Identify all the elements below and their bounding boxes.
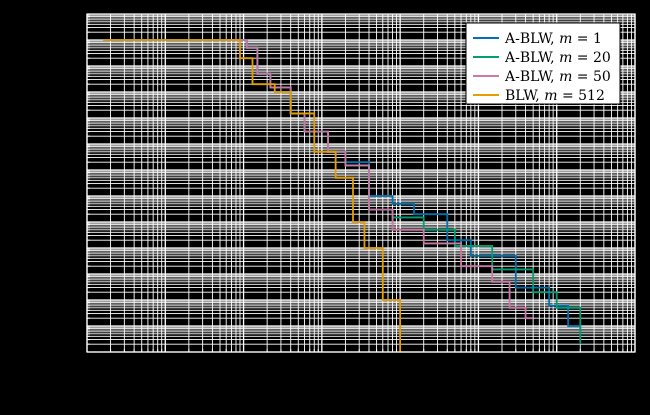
legend-label-2: A-BLW, m = 20 — [504, 50, 611, 66]
legend: A-BLW, m = 1 A-BLW, m = 20 A-BLW, m = 50 BL… — [465, 22, 621, 105]
series-line-4 — [102, 39, 402, 352]
plot-frame — [86, 13, 636, 353]
series-layer — [102, 39, 582, 352]
legend-box — [465, 22, 621, 105]
series-line-3 — [226, 39, 534, 320]
legend-label-1: A-BLW, m = 1 — [504, 31, 602, 47]
legend-label-3: A-BLW, m = 50 — [504, 69, 611, 85]
legend-label-4: BLW, m = 512 — [505, 88, 605, 104]
